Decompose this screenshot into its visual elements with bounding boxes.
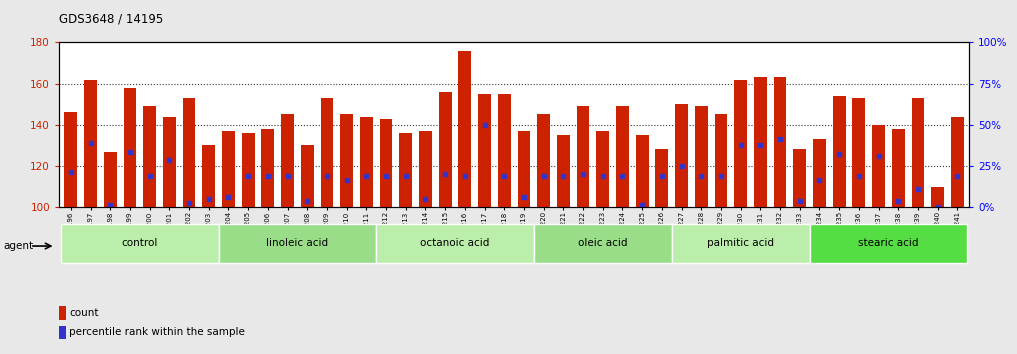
Bar (852, 98, 865, 207)
Bar (951, 116, 964, 207)
Text: octanoic acid: octanoic acid (420, 238, 489, 249)
Bar (261, 129, 275, 207)
Bar (202, 145, 216, 207)
Bar (379, 119, 393, 207)
Bar (774, 78, 786, 207)
Bar (438, 92, 452, 207)
Bar (222, 131, 235, 207)
Bar (695, 106, 708, 207)
Bar (143, 106, 156, 207)
Bar (671, 224, 810, 263)
Text: control: control (122, 238, 158, 249)
Bar (675, 104, 687, 207)
Bar (636, 135, 649, 207)
Bar (911, 98, 924, 207)
Text: oleic acid: oleic acid (578, 238, 627, 249)
Bar (892, 129, 905, 207)
Text: percentile rank within the sample: percentile rank within the sample (69, 327, 245, 337)
Bar (419, 131, 432, 207)
Bar (754, 78, 767, 207)
Text: stearic acid: stearic acid (858, 238, 918, 249)
Bar (59, 306, 66, 320)
Bar (734, 80, 747, 207)
Bar (163, 116, 176, 207)
Bar (219, 224, 376, 263)
Bar (655, 149, 668, 207)
Bar (301, 145, 313, 207)
Bar (341, 114, 353, 207)
Bar (478, 94, 491, 207)
Bar (242, 133, 254, 207)
Bar (183, 98, 195, 207)
Bar (61, 224, 219, 263)
Bar (715, 114, 727, 207)
Bar (376, 224, 534, 263)
Bar (932, 187, 944, 207)
Text: GDS3648 / 14195: GDS3648 / 14195 (59, 12, 164, 25)
Bar (810, 224, 967, 263)
Bar (616, 106, 629, 207)
Text: palmitic acid: palmitic acid (707, 238, 774, 249)
Bar (59, 326, 66, 339)
Bar (459, 51, 471, 207)
Bar (498, 94, 511, 207)
Bar (537, 114, 550, 207)
Bar (577, 106, 590, 207)
Bar (123, 88, 136, 207)
Bar (596, 131, 609, 207)
Bar (64, 113, 77, 207)
Bar (534, 224, 671, 263)
Bar (557, 135, 570, 207)
Bar (360, 116, 373, 207)
Text: agent: agent (3, 241, 34, 251)
Bar (400, 133, 412, 207)
Bar (793, 149, 806, 207)
Bar (84, 80, 97, 207)
Bar (833, 96, 845, 207)
Bar (104, 152, 117, 207)
Bar (281, 114, 294, 207)
Bar (873, 125, 885, 207)
Text: linoleic acid: linoleic acid (266, 238, 328, 249)
Bar (813, 139, 826, 207)
Bar (320, 98, 334, 207)
Text: count: count (69, 308, 99, 318)
Bar (518, 131, 530, 207)
